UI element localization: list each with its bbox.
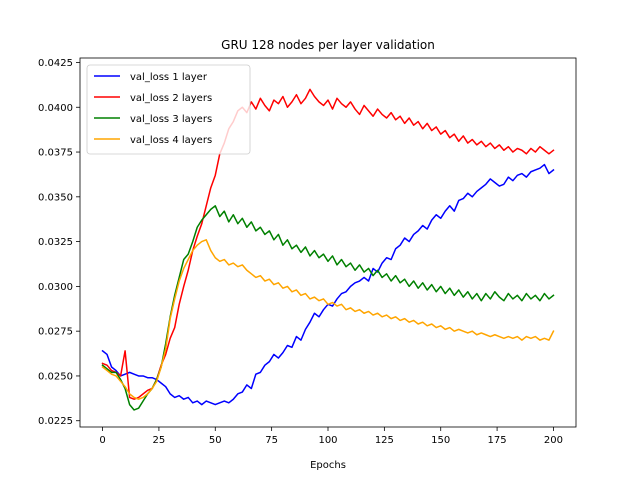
x-tick-label: 200	[544, 435, 563, 446]
y-tick-label: 0.0275	[38, 327, 73, 338]
series-line-4	[101, 239, 555, 400]
chart-title: GRU 128 nodes per layer validation	[221, 38, 435, 52]
x-tick-label: 125	[375, 435, 394, 446]
y-tick-label: 0.0400	[38, 103, 73, 114]
y-tick-label: 0.0325	[38, 237, 73, 248]
y-tick-label: 0.0350	[38, 192, 73, 203]
legend: val_loss 1 layer val_loss 2 layers val_los…	[86, 64, 251, 155]
x-tick-label: 75	[265, 435, 278, 446]
x-tick-label: 0	[99, 435, 105, 446]
x-tick-label: 150	[431, 435, 450, 446]
legend-label: val_loss 2 layers	[130, 93, 212, 104]
legend-box	[86, 64, 251, 155]
plot-lines	[101, 88, 555, 411]
series-line-2	[101, 88, 555, 400]
y-tick-label: 0.0225	[38, 416, 73, 427]
legend-label: val_loss 3 layers	[130, 114, 212, 125]
y-tick-label: 0.0250	[38, 371, 73, 382]
y-tick-label: 0.0425	[38, 58, 73, 69]
y-tick-label: 0.0375	[38, 148, 73, 159]
series-line-3	[101, 205, 555, 411]
x-tick-label: 100	[318, 435, 337, 446]
x-tick-label: 50	[209, 435, 222, 446]
legend-label: val_loss 1 layer	[130, 72, 208, 83]
legend-label: val_loss 4 layers	[130, 135, 212, 146]
x-axis-title: Epochs	[310, 460, 346, 471]
x-axis: 0 25 50 75 100 125 150 175 200	[99, 427, 563, 446]
x-tick-label: 25	[153, 435, 166, 446]
y-tick-label: 0.0300	[38, 282, 73, 293]
y-axis: 0.0225 0.0250 0.0275 0.0300 0.0325 0.0350 0.03…	[38, 58, 80, 427]
x-tick-label: 175	[488, 435, 507, 446]
